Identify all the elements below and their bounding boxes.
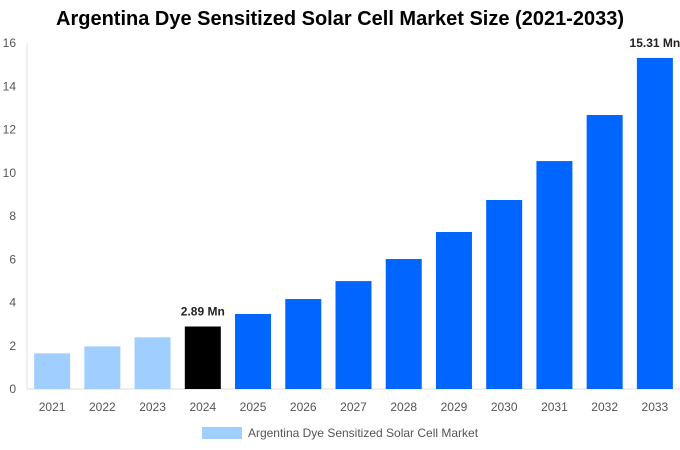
legend-label: Argentina Dye Sensitized Solar Cell Mark… xyxy=(247,426,479,440)
bar-2031 xyxy=(536,161,573,389)
x-tick-label: 2033 xyxy=(642,400,669,414)
x-tick-label: 2026 xyxy=(290,400,317,414)
x-tick-label: 2027 xyxy=(340,400,367,414)
y-tick-label: 14 xyxy=(3,79,17,93)
x-tick-label: 2024 xyxy=(189,400,216,414)
x-tick-label: 2030 xyxy=(491,400,518,414)
y-tick-label: 6 xyxy=(9,252,16,266)
bar-2023 xyxy=(134,337,171,389)
bar-2026 xyxy=(285,299,322,389)
y-tick-label: 8 xyxy=(9,209,16,223)
y-tick-label: 2 xyxy=(9,339,16,353)
data-label: 15.31 Mn xyxy=(630,36,680,50)
bar-2030 xyxy=(486,199,523,389)
data-label: 2.89 Mn xyxy=(181,305,225,319)
bar-2028 xyxy=(385,259,422,389)
x-tick-label: 2023 xyxy=(139,400,166,414)
bar-2022 xyxy=(84,346,121,389)
y-tick-label: 16 xyxy=(3,36,17,50)
legend-swatch xyxy=(201,427,242,439)
y-tick-label: 10 xyxy=(3,166,17,180)
bar-2025 xyxy=(235,313,272,389)
x-tick-label: 2029 xyxy=(441,400,468,414)
bar-2033 xyxy=(636,57,673,389)
bar-2029 xyxy=(435,232,472,389)
x-tick-label: 2032 xyxy=(591,400,618,414)
chart-title: Argentina Dye Sensitized Solar Cell Mark… xyxy=(56,8,624,30)
bar-2032 xyxy=(586,115,623,389)
x-tick-label: 2028 xyxy=(390,400,417,414)
bar-2021 xyxy=(34,353,71,389)
y-tick-label: 12 xyxy=(3,123,17,137)
y-tick-label: 0 xyxy=(9,382,16,396)
x-tick-label: 2025 xyxy=(240,400,267,414)
x-tick-label: 2022 xyxy=(89,400,116,414)
bar-2027 xyxy=(335,281,372,389)
bar-2024 xyxy=(184,326,221,389)
y-tick-label: 4 xyxy=(9,296,16,310)
x-tick-label: 2031 xyxy=(541,400,568,414)
x-tick-label: 2021 xyxy=(39,400,66,414)
legend[interactable]: Argentina Dye Sensitized Solar Cell Mark… xyxy=(0,426,680,440)
